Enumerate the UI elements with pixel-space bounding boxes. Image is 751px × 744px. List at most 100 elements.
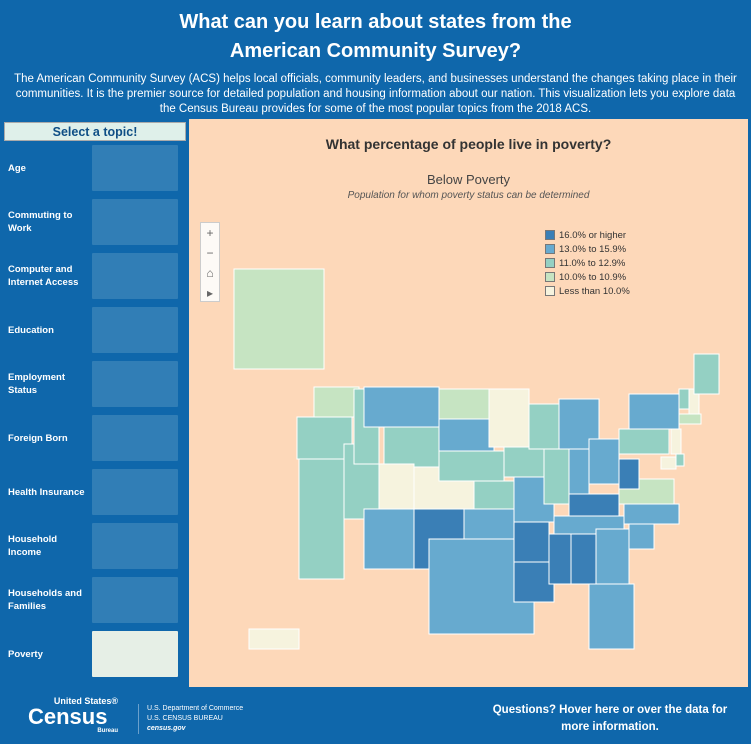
topic-label: Education [8,324,54,336]
state-OR[interactable] [296,416,353,460]
legend-item: 16.0% or higher [545,228,630,242]
state-FL[interactable] [588,583,635,650]
topic-item-poverty[interactable]: Poverty [4,627,186,681]
department-info: U.S. Department of Commerce U.S. CENSUS … [138,704,243,734]
state-KY[interactable] [568,493,620,517]
state-WA[interactable] [313,386,360,418]
legend-item: 13.0% to 15.9% [545,242,630,256]
legend-label: 16.0% or higher [559,229,627,241]
page-title: What can you learn about states from the… [0,0,751,66]
topic-item-commuting-to-work[interactable]: Commuting to Work [4,195,186,249]
topic-label: Poverty [8,648,43,660]
legend-item: 10.0% to 10.9% [545,270,630,284]
state-MA[interactable] [678,413,702,425]
state-AR[interactable] [513,521,550,563]
map-title: Below Poverty [426,172,511,187]
state-NJ[interactable] [670,428,682,455]
topic-sidebar: Select a topic! Age Commuting to Work Comp… [4,122,186,687]
state-NY[interactable] [628,393,680,430]
state-NC[interactable] [623,503,680,525]
topic-item-employment-status[interactable]: Employment Status [4,357,186,411]
state-SD[interactable] [438,418,495,452]
topic-thumbnail-image [92,469,178,515]
state-WY[interactable] [383,426,440,468]
topic-thumbnail-image [92,253,178,299]
intro-text: The American Community Survey (ACS) help… [14,73,737,115]
census-link[interactable]: census.gov [147,725,186,732]
state-ME[interactable] [693,353,720,395]
logo-bottom: Bureau [97,728,118,734]
map-toolbar: + − ⌂ ▸ [200,222,220,302]
state-NE[interactable] [438,450,505,482]
topic-label: Commuting to Work [8,210,73,234]
topic-thumbnail-image [92,307,178,353]
zoom-out-button[interactable]: − [206,246,214,260]
state-PA[interactable] [618,428,670,455]
legend-swatch [545,258,555,268]
state-AL[interactable] [570,533,597,585]
census-logo: United States® Census Bureau [28,696,118,734]
legend-swatch [545,286,555,296]
state-MD[interactable] [660,456,677,470]
topic-item-age[interactable]: Age [4,141,186,195]
footer: United States® Census Bureau U.S. Depart… [0,690,751,744]
legend-item: Less than 10.0% [545,284,630,298]
state-UT[interactable] [378,463,415,510]
state-GA[interactable] [595,528,630,585]
topic-label: Age [8,162,26,174]
title-line-2: American Community Survey? [229,40,522,62]
legend-swatch [545,244,555,254]
logo-top: United States® [53,696,118,706]
state-WI[interactable] [528,403,560,450]
home-icon[interactable]: ⌂ [206,266,214,280]
topic-item-foreign-born[interactable]: Foreign Born [4,411,186,465]
state-MS[interactable] [548,533,572,585]
map-legend: 16.0% or higher 13.0% to 15.9% 11.0% to 12… [545,228,630,298]
state-HI[interactable] [248,628,300,650]
map-panel: What percentage of people live in povert… [189,119,748,687]
topic-thumbnail-image [92,631,178,677]
topic-thumbnail-image [92,523,178,569]
topic-item-computer-and-internet-access[interactable]: Computer and Internet Access [4,249,186,303]
state-IL[interactable] [543,448,570,505]
topic-item-households-and-families[interactable]: Households and Families [4,573,186,627]
topic-label: Foreign Born [8,432,68,444]
legend-label: Less than 10.0% [559,285,630,297]
logo-main: Census [28,704,108,729]
map-subtitle: Population for whom poverty status can b… [347,190,590,201]
questions-hover-text[interactable]: Questions? Hover here or over the data f… [492,704,728,733]
state-IN[interactable] [568,448,590,495]
state-IA[interactable] [503,446,545,478]
zoom-in-button[interactable]: + [206,226,214,240]
state-DE[interactable] [675,453,685,467]
topic-item-education[interactable]: Education [4,303,186,357]
legend-swatch [545,272,555,282]
expand-arrow-icon[interactable]: ▸ [206,286,214,300]
topic-item-health-insurance[interactable]: Health Insurance [4,465,186,519]
state-AZ[interactable] [363,508,415,570]
state-ND[interactable] [438,388,490,420]
state-MT[interactable] [363,386,440,428]
legend-label: 10.0% to 10.9% [559,271,627,283]
legend-label: 13.0% to 15.9% [559,243,627,255]
state-CA[interactable] [298,458,345,580]
state-WV[interactable] [618,458,640,490]
state-LA[interactable] [513,561,555,603]
state-VT[interactable] [678,388,690,410]
topic-label: Households and Families [8,588,82,612]
state-AK[interactable] [233,268,325,370]
topic-thumbnail-image [92,199,178,245]
topic-label: Health Insurance [8,486,85,498]
legend-swatch [545,230,555,240]
topic-item-household-income[interactable]: Household Income [4,519,186,573]
legend-label: 11.0% to 12.9% [559,257,626,269]
question-title: What percentage of people live in povert… [325,136,612,152]
state-MN[interactable] [488,388,530,448]
us-map[interactable] [189,119,748,687]
state-OH[interactable] [588,438,620,485]
title-line-1: What can you learn about states from the [179,11,572,33]
topic-label: Employment Status [8,372,66,396]
header: What can you learn about states from the… [0,0,751,118]
bureau-name: U.S. CENSUS BUREAU [147,715,223,722]
state-SC[interactable] [628,523,655,550]
